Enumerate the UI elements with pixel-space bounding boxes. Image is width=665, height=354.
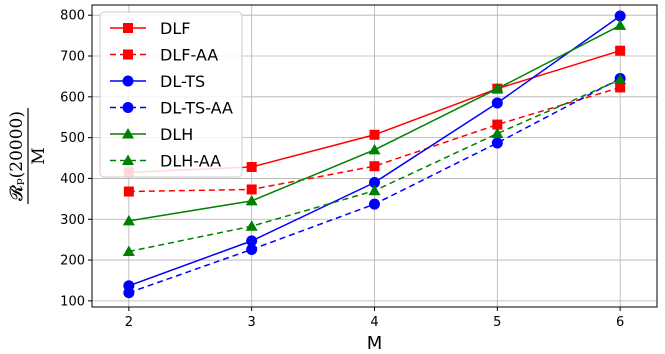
legend-item: DLF-AA <box>110 46 218 65</box>
data-point <box>246 243 258 255</box>
series-dlf-aa <box>123 82 626 197</box>
y-tick-label: 500 <box>60 131 85 146</box>
data-point <box>614 10 626 22</box>
legend-item: DL-TS <box>110 72 205 91</box>
legend-marker <box>122 128 134 139</box>
legend-label: DLH-AA <box>160 152 221 171</box>
y-tick-label: 400 <box>60 172 85 187</box>
data-point <box>491 82 504 94</box>
data-point <box>492 119 503 130</box>
legend-marker <box>122 75 134 87</box>
y-axis-label-numerator: 𝓡ₚ(20000) <box>7 111 27 201</box>
legend-item: DLH-AA <box>110 152 221 171</box>
legend-box <box>99 11 243 178</box>
data-point <box>245 194 258 206</box>
data-point <box>369 129 380 140</box>
series-line <box>128 86 621 193</box>
legend-marker <box>123 49 133 60</box>
legend-item: DLF <box>110 19 190 38</box>
legend-label: DLH <box>160 125 193 144</box>
data-point <box>122 245 135 256</box>
legend-label: DL-TS-AA <box>160 99 233 118</box>
x-tick-label: 6 <box>616 315 624 330</box>
legend-marker <box>122 102 134 113</box>
data-point <box>123 287 135 299</box>
data-point <box>369 198 380 210</box>
data-point <box>615 82 626 93</box>
series-dlh <box>122 19 627 226</box>
data-point <box>491 127 504 139</box>
data-point <box>368 143 381 155</box>
data-point <box>246 162 257 173</box>
series-layer <box>122 10 627 299</box>
y-axis-label-denominator: M <box>29 147 49 164</box>
y-axis-label: 𝓡ₚ(20000) M <box>7 108 49 204</box>
data-point <box>614 73 627 85</box>
legend-marker <box>123 23 133 33</box>
y-tick-label: 700 <box>60 50 85 65</box>
y-tick-label: 100 <box>60 294 85 309</box>
data-point <box>614 19 627 30</box>
y-tick-label: 600 <box>60 90 85 105</box>
data-point <box>491 137 503 149</box>
series-dlh-aa <box>122 73 627 256</box>
data-point <box>123 186 134 197</box>
legend-marker <box>122 154 134 165</box>
x-tick-label: 5 <box>493 315 501 330</box>
data-point <box>368 184 381 196</box>
legend-label: DLF <box>160 19 190 38</box>
legend-item: DLH <box>110 125 193 144</box>
x-tick-label: 3 <box>248 315 256 330</box>
data-point <box>245 220 258 231</box>
x-tick-label: 2 <box>125 315 133 330</box>
legend-label: DL-TS <box>160 72 205 91</box>
data-point <box>122 214 135 226</box>
legend: DLF DLF-AA DL-TS DL-TS-AA DLH DLH-AA <box>99 11 243 178</box>
y-tick-label: 800 <box>60 9 85 24</box>
y-tick-label: 300 <box>60 213 85 228</box>
x-tick-label: 4 <box>370 315 378 330</box>
data-point <box>246 184 257 195</box>
x-axis-label: M <box>367 333 383 354</box>
data-point <box>369 177 380 189</box>
data-point <box>246 235 258 247</box>
legend-label: DLF-AA <box>160 46 218 65</box>
data-point <box>615 45 626 56</box>
y-tick-label: 200 <box>60 254 85 269</box>
axis-ticks: 2 3 4 5 6 100 200 300 400 500 600 700 800 <box>60 9 624 330</box>
legend-item: DL-TS-AA <box>110 99 233 118</box>
data-point <box>491 97 503 109</box>
data-point <box>369 161 380 172</box>
